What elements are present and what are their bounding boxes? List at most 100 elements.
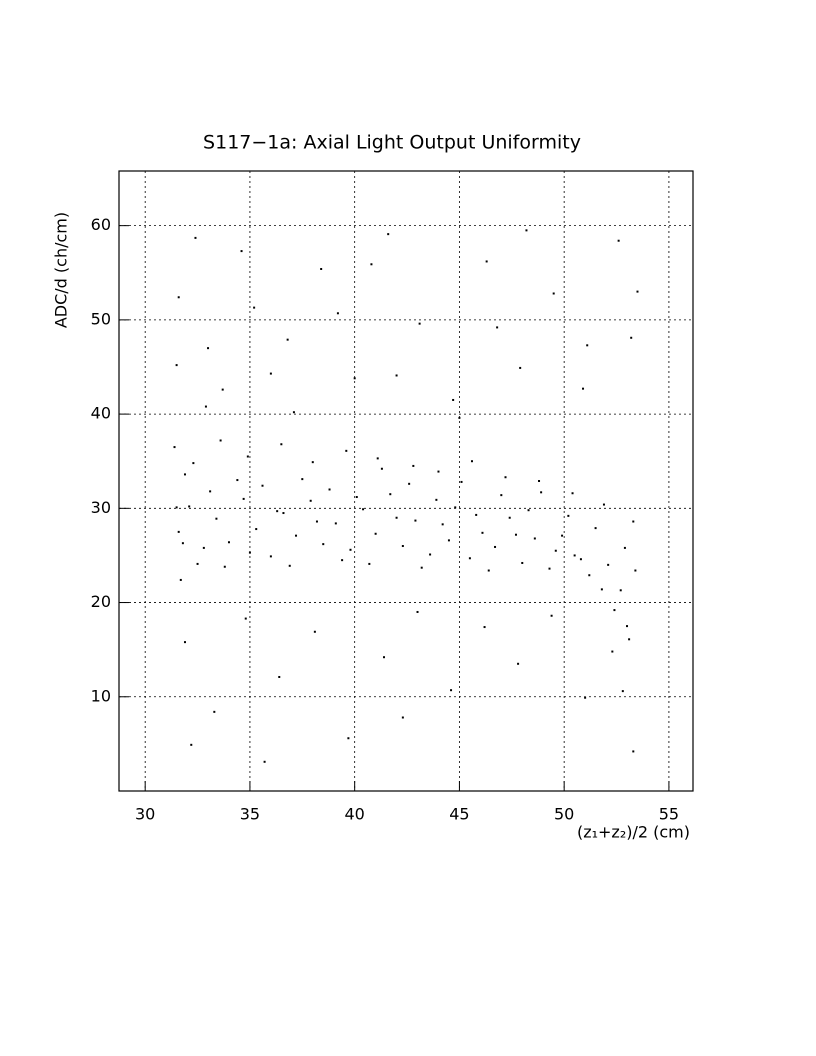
point xyxy=(460,480,463,483)
point xyxy=(517,662,520,665)
point xyxy=(179,578,182,581)
point xyxy=(481,531,484,534)
point xyxy=(418,322,421,325)
x-tick-label: 30 xyxy=(135,805,155,824)
point xyxy=(626,625,629,628)
point xyxy=(204,405,207,408)
point xyxy=(336,312,339,315)
point xyxy=(504,476,507,479)
point xyxy=(420,566,423,569)
point xyxy=(282,512,285,515)
point xyxy=(244,617,247,620)
point xyxy=(554,549,557,552)
y-tick-label: 50 xyxy=(91,309,111,328)
point xyxy=(533,537,536,540)
point xyxy=(387,233,390,236)
point xyxy=(213,710,216,713)
point xyxy=(619,589,622,592)
point xyxy=(600,588,603,591)
x-tick-label: 45 xyxy=(449,805,469,824)
point xyxy=(525,229,528,232)
point xyxy=(196,562,199,565)
x-tick-label: 55 xyxy=(659,805,679,824)
point xyxy=(552,292,555,295)
point xyxy=(175,506,178,509)
point xyxy=(175,364,178,367)
point xyxy=(611,650,614,653)
point xyxy=(248,551,251,554)
point xyxy=(567,514,570,517)
point xyxy=(240,250,243,253)
point xyxy=(192,462,195,465)
point xyxy=(632,750,635,753)
point xyxy=(573,554,576,557)
point xyxy=(292,411,295,414)
point xyxy=(634,569,637,572)
point xyxy=(269,372,272,375)
point xyxy=(253,306,256,309)
point xyxy=(458,416,461,419)
point xyxy=(311,461,314,464)
point xyxy=(483,626,486,629)
point xyxy=(188,505,191,508)
point xyxy=(540,491,543,494)
point xyxy=(613,609,616,612)
point xyxy=(315,520,318,523)
point xyxy=(221,388,224,391)
point xyxy=(579,558,582,561)
point xyxy=(395,516,398,519)
point xyxy=(349,548,352,551)
point xyxy=(475,513,478,516)
point xyxy=(395,374,398,377)
point xyxy=(355,496,358,499)
point xyxy=(353,377,356,380)
y-tick-label: 60 xyxy=(91,215,111,234)
point xyxy=(219,439,222,442)
point xyxy=(322,543,325,546)
point xyxy=(278,675,281,678)
point xyxy=(362,508,365,511)
point xyxy=(194,236,197,239)
point xyxy=(588,574,591,577)
point xyxy=(401,545,404,548)
point xyxy=(341,559,344,562)
point xyxy=(389,493,392,496)
point xyxy=(621,690,624,693)
point xyxy=(571,492,574,495)
y-tick-label: 30 xyxy=(91,498,111,517)
point xyxy=(412,464,415,467)
point xyxy=(202,546,205,549)
chart-title: S117−1a: Axial Light Output Uniformity xyxy=(203,132,581,154)
point xyxy=(313,630,316,633)
point xyxy=(527,509,530,512)
point xyxy=(550,614,553,617)
point xyxy=(223,565,226,568)
y-tick-label: 40 xyxy=(91,404,111,423)
point xyxy=(345,449,348,452)
point xyxy=(441,523,444,526)
point xyxy=(623,546,626,549)
point xyxy=(263,760,266,763)
point xyxy=(380,467,383,470)
point xyxy=(450,689,453,692)
point xyxy=(183,473,186,476)
point xyxy=(328,488,331,491)
point xyxy=(454,506,457,509)
point xyxy=(320,267,323,270)
point xyxy=(586,344,589,347)
point xyxy=(370,263,373,266)
point xyxy=(190,743,193,746)
point xyxy=(468,557,471,560)
point xyxy=(295,534,298,537)
point xyxy=(452,398,455,401)
point xyxy=(246,455,249,458)
point xyxy=(183,641,186,644)
point xyxy=(347,737,350,740)
x-axis-label: (z₁+z₂)/2 (cm) xyxy=(577,823,690,842)
point xyxy=(368,562,371,565)
y-axis-label: ADC/d (ch/cm) xyxy=(52,212,71,328)
x-tick-label: 40 xyxy=(344,805,364,824)
point xyxy=(602,503,605,506)
point xyxy=(628,638,631,641)
